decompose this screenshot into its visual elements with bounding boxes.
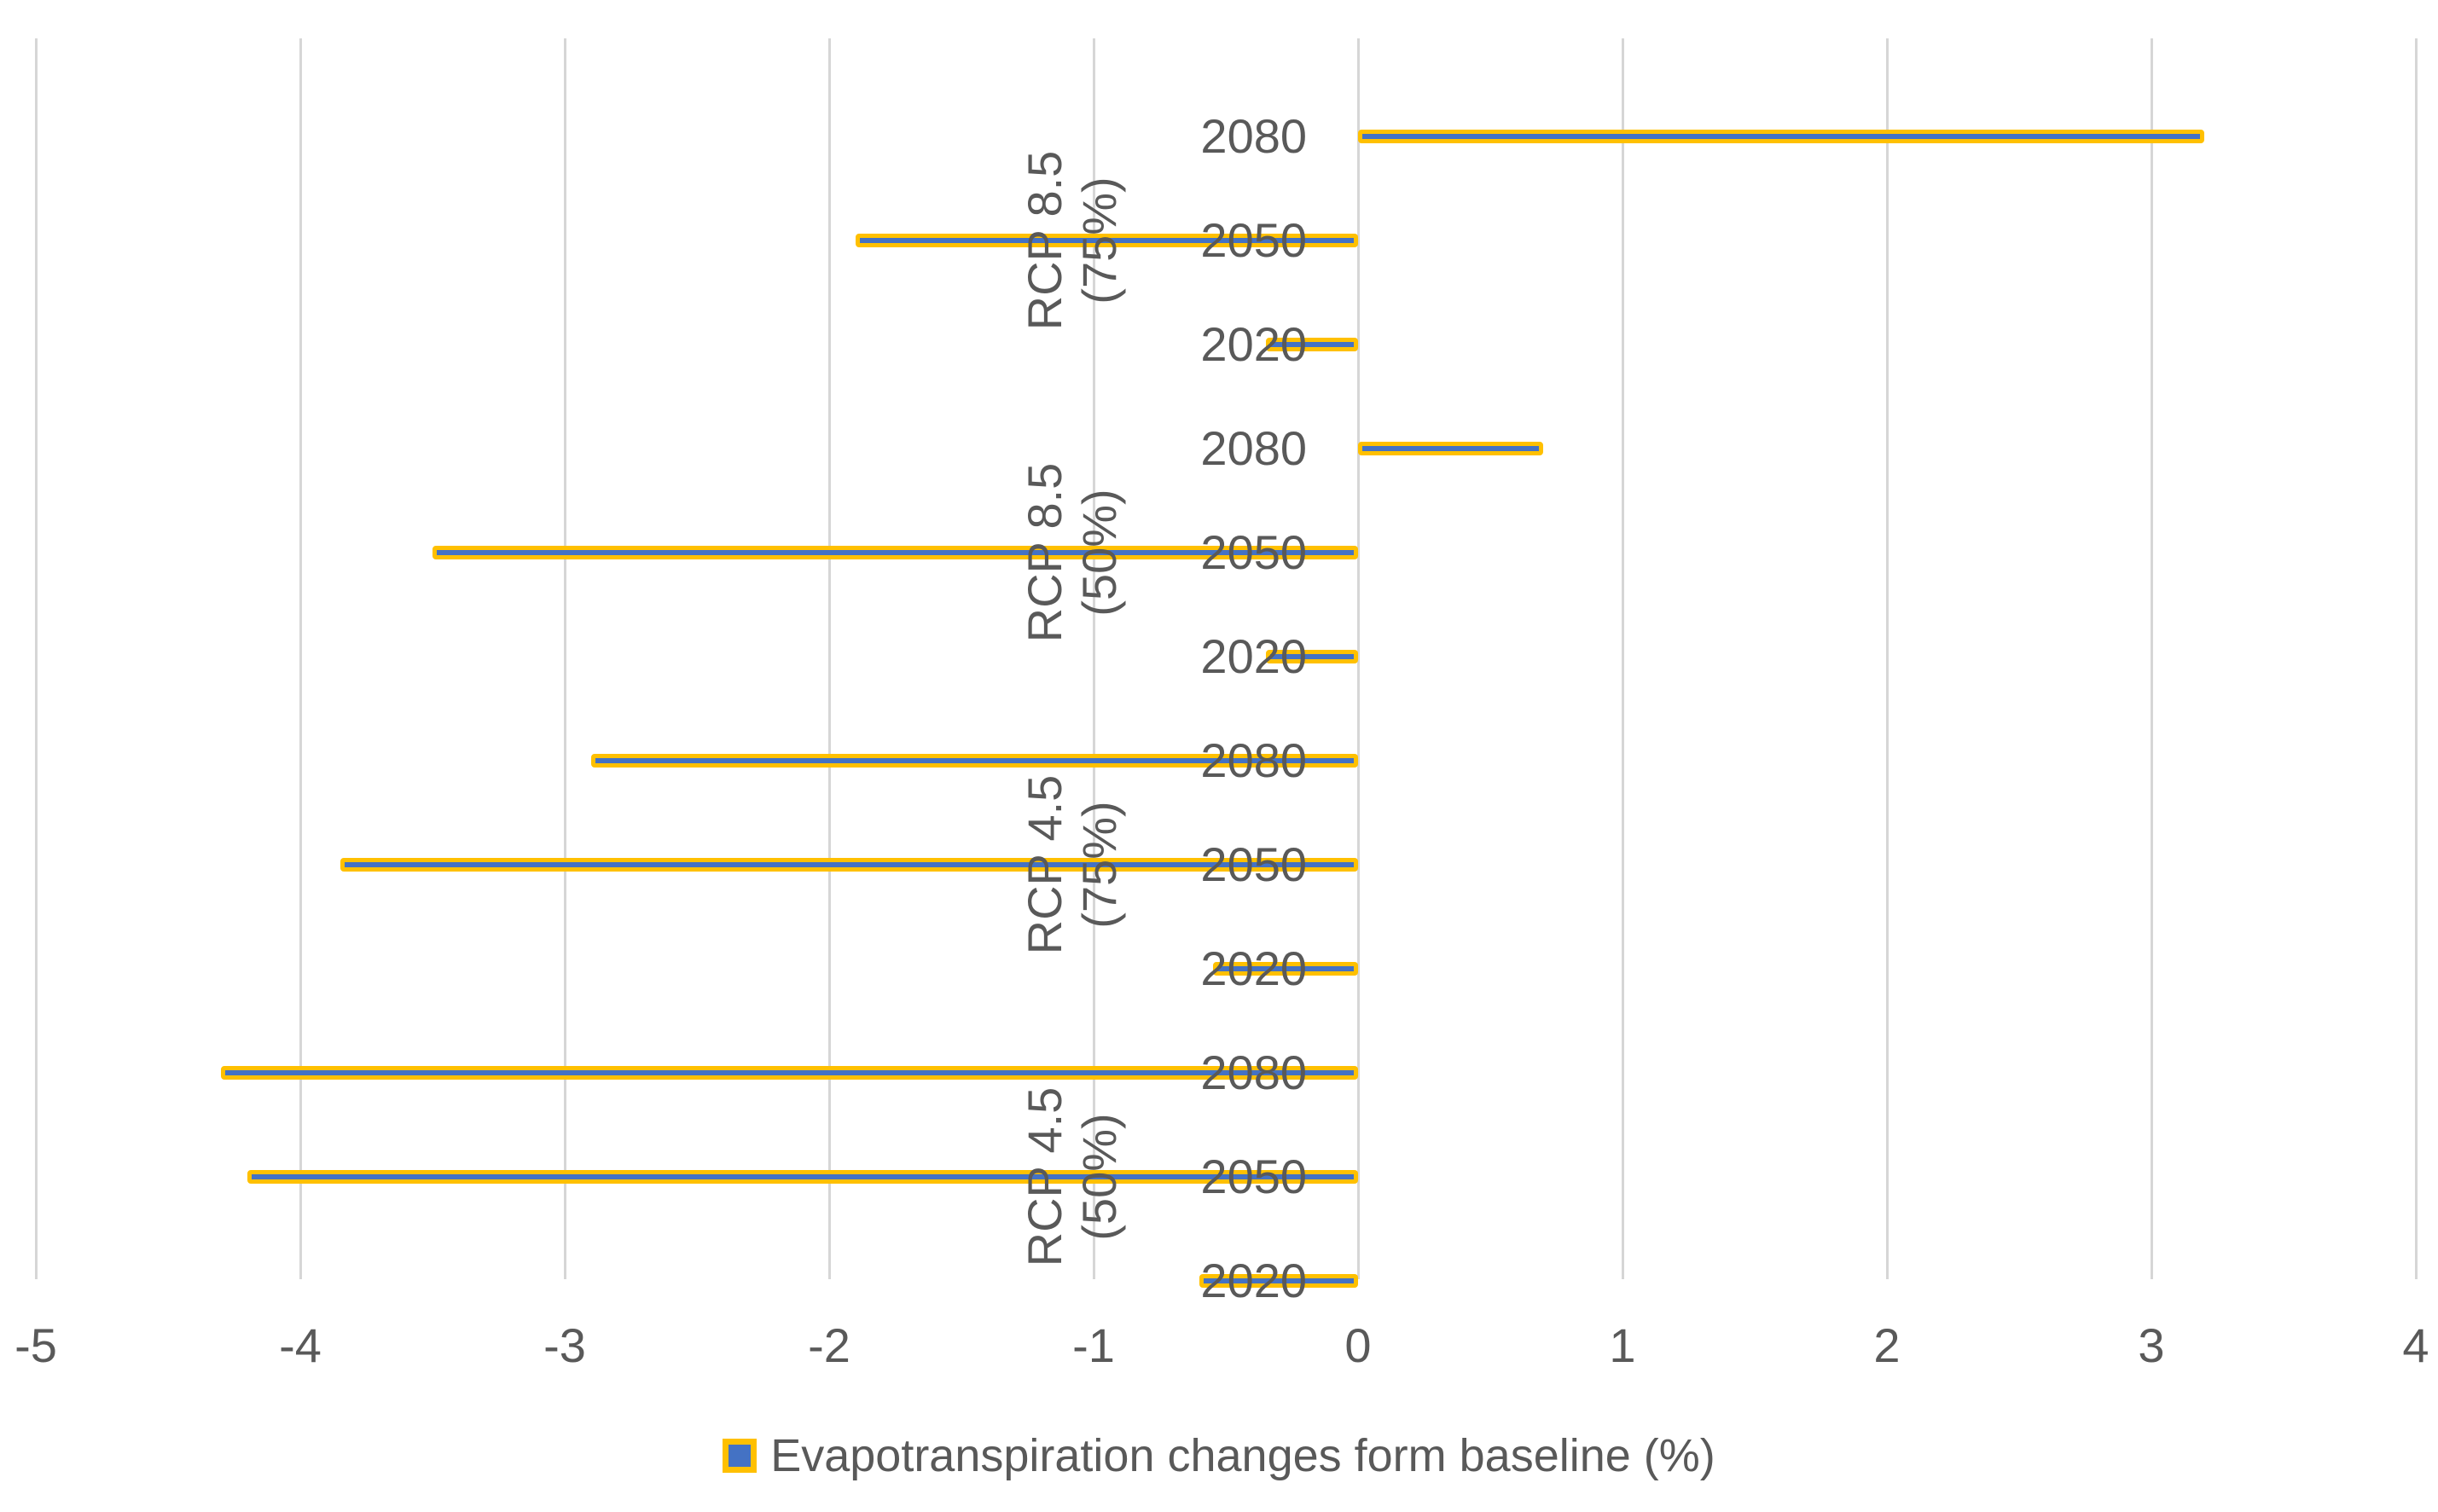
group-label-line2: (75%) (1072, 177, 1126, 304)
bar-rcp-8-5-50-2080 (1358, 442, 1543, 455)
gridline-x--4 (299, 38, 302, 1279)
gridline-x-0 (1357, 38, 1360, 1279)
x-axis-tick-label: 4 (2402, 1318, 2429, 1372)
legend-series-label: Evapotranspiration changes form baseline… (770, 1430, 1715, 1481)
bar-rcp-4-5-75-2050 (340, 858, 1358, 872)
group-label-line2: (50%) (1072, 489, 1126, 617)
category-year-label: 2080 (1200, 733, 1307, 787)
gridline-x--2 (828, 38, 831, 1279)
group-label-line1: RCP 4.5 (1018, 774, 1071, 955)
group-label-line1: RCP 8.5 (1018, 462, 1071, 643)
category-year-label: 2050 (1200, 213, 1307, 267)
category-year-label: 2020 (1200, 941, 1307, 995)
category-year-label: 2050 (1200, 1150, 1307, 1203)
category-year-label: 2020 (1200, 1254, 1307, 1307)
gridline-x--5 (35, 38, 38, 1279)
x-axis-tick-label: -5 (15, 1318, 57, 1372)
x-axis-tick-label: -2 (808, 1318, 850, 1372)
x-axis-tick-label: -1 (1072, 1318, 1115, 1372)
bar-rcp-4-5-75-2080 (591, 754, 1358, 768)
category-year-label: 2080 (1200, 109, 1307, 163)
group-label-line1: RCP 8.5 (1018, 150, 1071, 331)
bar-rcp-8-5-75-2050 (856, 234, 1358, 247)
x-axis-tick-label: 3 (2138, 1318, 2165, 1372)
category-year-label: 2050 (1200, 525, 1307, 579)
bar-rcp-8-5-50-2020 (1265, 650, 1358, 663)
x-axis-tick-label: -3 (543, 1318, 586, 1372)
category-year-label: 2020 (1200, 629, 1307, 683)
category-year-label: 2080 (1200, 421, 1307, 475)
gridline-x--3 (564, 38, 566, 1279)
bar-rcp-8-5-75-2080 (1358, 130, 2204, 143)
gridline-x-3 (2151, 38, 2153, 1279)
group-label-line2: (50%) (1072, 1113, 1126, 1241)
bar-rcp-4-5-50-2050 (247, 1170, 1358, 1184)
group-label-line2: (75%) (1072, 801, 1126, 929)
legend-series-marker-icon (723, 1439, 758, 1473)
bar-rcp-8-5-75-2020 (1265, 338, 1358, 351)
x-axis-tick-label: 1 (1609, 1318, 1636, 1372)
group-label-line1: RCP 4.5 (1018, 1086, 1071, 1267)
category-group-label: RCP 4.5 (50%) (1018, 1006, 1127, 1347)
gridline-x-4 (2415, 38, 2418, 1279)
bar-rcp-4-5-50-2080 (221, 1066, 1358, 1080)
x-axis-tick-label: -4 (279, 1318, 322, 1372)
gridline-x-2 (1886, 38, 1889, 1279)
category-year-label: 2020 (1200, 317, 1307, 371)
legend: Evapotranspiration changes form baseline… (0, 1429, 2438, 1482)
category-group-label: RCP 4.5 (75%) (1018, 694, 1127, 1035)
gridline-x-1 (1622, 38, 1624, 1279)
category-year-label: 2080 (1200, 1046, 1307, 1099)
bar-rcp-8-5-50-2050 (432, 546, 1358, 559)
x-axis-tick-label: 2 (1873, 1318, 1901, 1372)
x-axis-tick-label: 0 (1344, 1318, 1372, 1372)
category-group-label: RCP 8.5 (50%) (1018, 382, 1127, 723)
bar-rcp-4-5-75-2020 (1212, 962, 1358, 976)
bar-rcp-4-5-50-2020 (1199, 1274, 1358, 1288)
gridline-x--1 (1093, 38, 1095, 1279)
category-group-label: RCP 8.5 (75%) (1018, 70, 1127, 411)
category-year-label: 2050 (1200, 837, 1307, 891)
